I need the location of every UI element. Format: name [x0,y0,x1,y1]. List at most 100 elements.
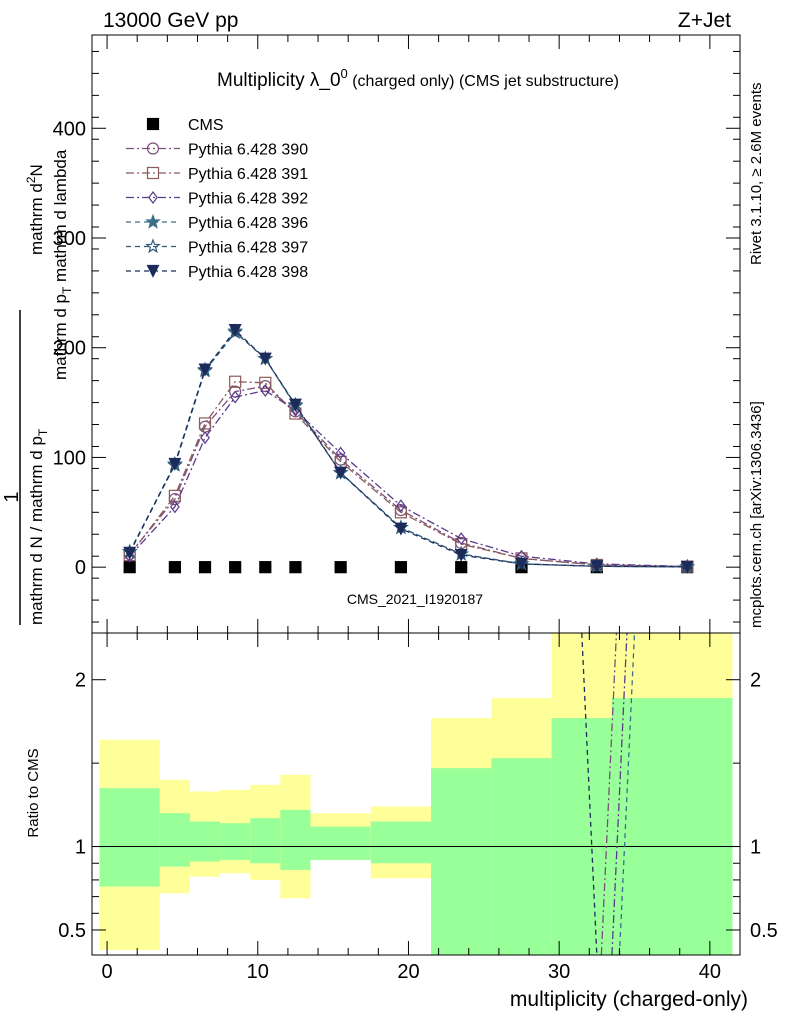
main-ytick-label: 300 [53,228,86,250]
data-point [228,324,242,338]
legend-entry: CMS [146,117,224,134]
main-ytick-label: 400 [53,118,86,140]
data-point [680,560,694,574]
band-green [551,718,612,955]
plot-title-sub: (charged only) (CMS jet substructure) [348,73,619,90]
watermark: CMS_2021_I1920187 [347,591,483,607]
band-green [491,758,552,955]
data-point [229,375,242,388]
series-cms [123,561,694,574]
legend-label: Pythia 6.428 390 [188,142,308,159]
ylabel-den-left-sub: T [36,428,50,436]
band-green [431,768,492,955]
data-point [396,499,406,513]
xtick-label: 20 [397,961,419,983]
data-point [170,500,180,514]
data-point [148,191,158,204]
series-pythia-1 [123,380,694,573]
band-green [99,788,160,887]
ylabel-den-right-b: mathrm d lambda [51,149,70,287]
ylabel-num-right-b: N [27,164,46,176]
data-point [259,561,272,574]
legend-label: Pythia 6.428 392 [188,191,308,208]
xtick-label: 30 [548,961,570,983]
data-point [259,376,272,389]
band-green [370,821,432,864]
rivet-side-label: Rivet 3.1.10, ≥ 2.6M events [748,83,765,266]
data-point [123,546,137,560]
xtick-label: 40 [699,961,721,983]
series-pythia-6 [123,324,694,574]
ratio-ytick-label-right: 1 [750,837,761,859]
header-right-label: Z+Jet [678,9,731,32]
main-ytick-label: 100 [53,447,86,469]
main-plot: 0 100 200 300 400 CMS_2021_I1920187 Multipli… [1,34,741,634]
ylabel-den-left-text: mathrm d N / mathrm d p [27,436,46,625]
ylabel-num-right: mathrm d2N [24,164,46,255]
band-green [220,823,251,860]
main-ticks: 0 100 200 300 400 [53,35,740,633]
data-point [515,557,528,571]
xtick-label: 10 [247,961,269,983]
series-line [129,385,688,568]
data-point [335,446,346,460]
ratio-ytick-label-right: 2 [750,670,761,692]
main-ytick-label: 0 [75,557,86,579]
data-point [258,352,272,366]
data-point [198,417,212,430]
data-point [394,561,408,574]
plot-title-sup: 0 [341,66,348,81]
data-point [590,560,604,574]
data-point [456,532,467,546]
legend-label: Pythia 6.428 396 [188,215,308,232]
series-pythia-4 [121,323,695,574]
plot-title: Multiplicity λ_00 (charged only) (CMS je… [217,66,619,91]
main-series [121,323,695,574]
ratio-ylabel: Ratio to CMS [25,748,42,837]
series-line [129,389,688,568]
xtick-label: 0 [102,961,113,983]
data-point [168,561,181,574]
data-point [145,213,161,229]
band-green [250,818,281,864]
data-point [454,548,468,562]
data-point [229,561,242,574]
ylabel-den-right-a: mathrm d p [51,294,70,380]
data-point [198,363,212,377]
ratio-ticks: 0.5 0.51 12 20 10 20 30 40 [58,633,778,983]
data-point [394,506,408,519]
legend-label: Pythia 6.428 398 [188,264,308,281]
series-pythia-2 [123,375,694,573]
legend-label: Pythia 6.428 397 [188,240,308,257]
ylabel-frac-left: 1 [1,491,23,502]
series-pythia-3 [124,384,693,574]
main-ytick-label: 200 [53,338,86,360]
series-line [129,329,688,568]
ylabel-den-left: mathrm d N / mathrm d pT [27,428,50,625]
data-point [260,384,271,398]
data-point [230,390,241,404]
ratio-plot: 0.5 0.51 12 20 10 20 30 40 Ratio to CMS [25,632,778,983]
ylabel-den-right-sub: T [60,286,74,294]
band-green [310,826,371,860]
ratio-plot-frame [91,632,741,956]
data-point [289,561,302,574]
data-point [200,431,210,445]
ylabel-num-right-a: mathrm d [27,183,46,255]
legend-entry: Pythia 6.428 392 [126,191,308,208]
data-point [394,522,408,536]
ratio-ytick-label-right: 0.5 [750,920,778,942]
data-point [334,466,348,480]
mcplots-side-label: mcplots.cern.ch [arXiv:1306.3436] [748,401,765,628]
legend-entry: Pythia 6.428 390 [126,142,308,159]
legend-label: Pythia 6.428 391 [188,166,308,183]
ratio-series-line [600,632,618,956]
x-axis-label: multiplicity (charged-only) [510,988,748,1011]
header-left-label: 13000 GeV pp [103,9,238,32]
legend: CMS Pythia 6.428 390 Pythia 6.428 391 Pythi… [126,117,308,281]
legend-entry: Pythia 6.428 391 [126,166,308,183]
ratio-lines [581,632,636,956]
data-point [288,398,302,412]
ratio-series-line [611,632,628,956]
